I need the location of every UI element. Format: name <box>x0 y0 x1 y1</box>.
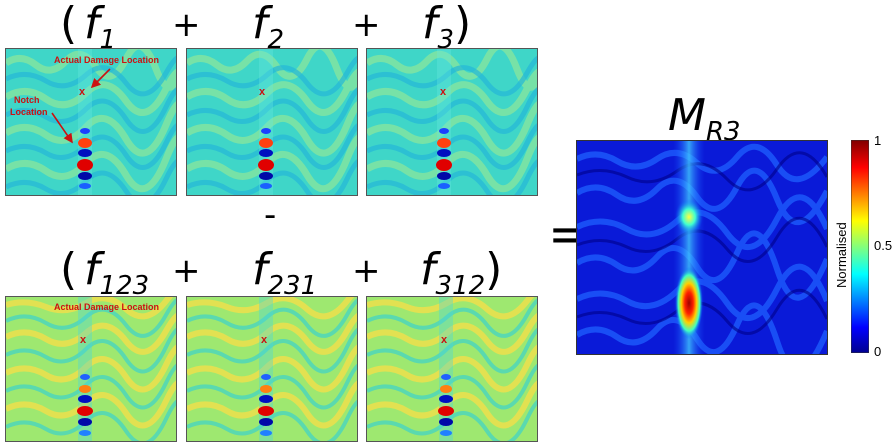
damage-marker: x <box>440 86 447 98</box>
actual-damage-label: Actual Damage Location <box>54 55 160 65</box>
map-f231 <box>186 296 358 442</box>
map-f123 <box>5 296 177 442</box>
map-f1 <box>5 48 177 196</box>
term-f2: f2 <box>252 0 285 56</box>
plus-sign: + <box>352 5 381 45</box>
result-map <box>576 140 828 355</box>
colorbar-label: Normalised <box>834 222 849 288</box>
notch-label-2: Location <box>10 107 48 117</box>
heatmap-result <box>577 141 827 354</box>
heatmap-f123 <box>6 297 176 441</box>
damage-marker: x <box>79 86 86 98</box>
heatmap-f312 <box>367 297 537 441</box>
result-title: MR3 <box>668 90 741 148</box>
colorbar-tick: 1 <box>874 133 882 148</box>
bottom-open-paren: ( <box>60 244 78 295</box>
plus-sign: + <box>172 251 201 291</box>
damage-marker: x <box>259 86 266 98</box>
heatmap-f231 <box>187 297 357 441</box>
map-f312 <box>366 296 538 442</box>
heatmap-f2 <box>187 49 357 195</box>
plus-sign: + <box>352 251 381 291</box>
annotation-arrows <box>51 68 111 144</box>
term-f3: f3) <box>422 0 472 56</box>
actual-damage-label: Actual Damage Location <box>54 302 160 312</box>
damage-marker: x <box>261 334 268 346</box>
notch-label-1: Notch <box>14 95 40 105</box>
plus-sign: + <box>172 5 201 45</box>
colorbar <box>851 140 869 353</box>
map-f3 <box>366 48 538 196</box>
heatmap-f3 <box>367 49 537 195</box>
colorbar-tick: 0.5 <box>874 238 893 253</box>
term-f312: f312) <box>420 244 503 302</box>
map-f2 <box>186 48 358 196</box>
damage-marker: x <box>80 334 87 346</box>
minus-sign: - <box>264 195 277 235</box>
colorbar-tick: 0 <box>874 344 882 359</box>
top-open-paren: ( <box>60 0 78 49</box>
term-f1: f1 <box>84 0 117 56</box>
damage-marker: x <box>441 334 448 346</box>
